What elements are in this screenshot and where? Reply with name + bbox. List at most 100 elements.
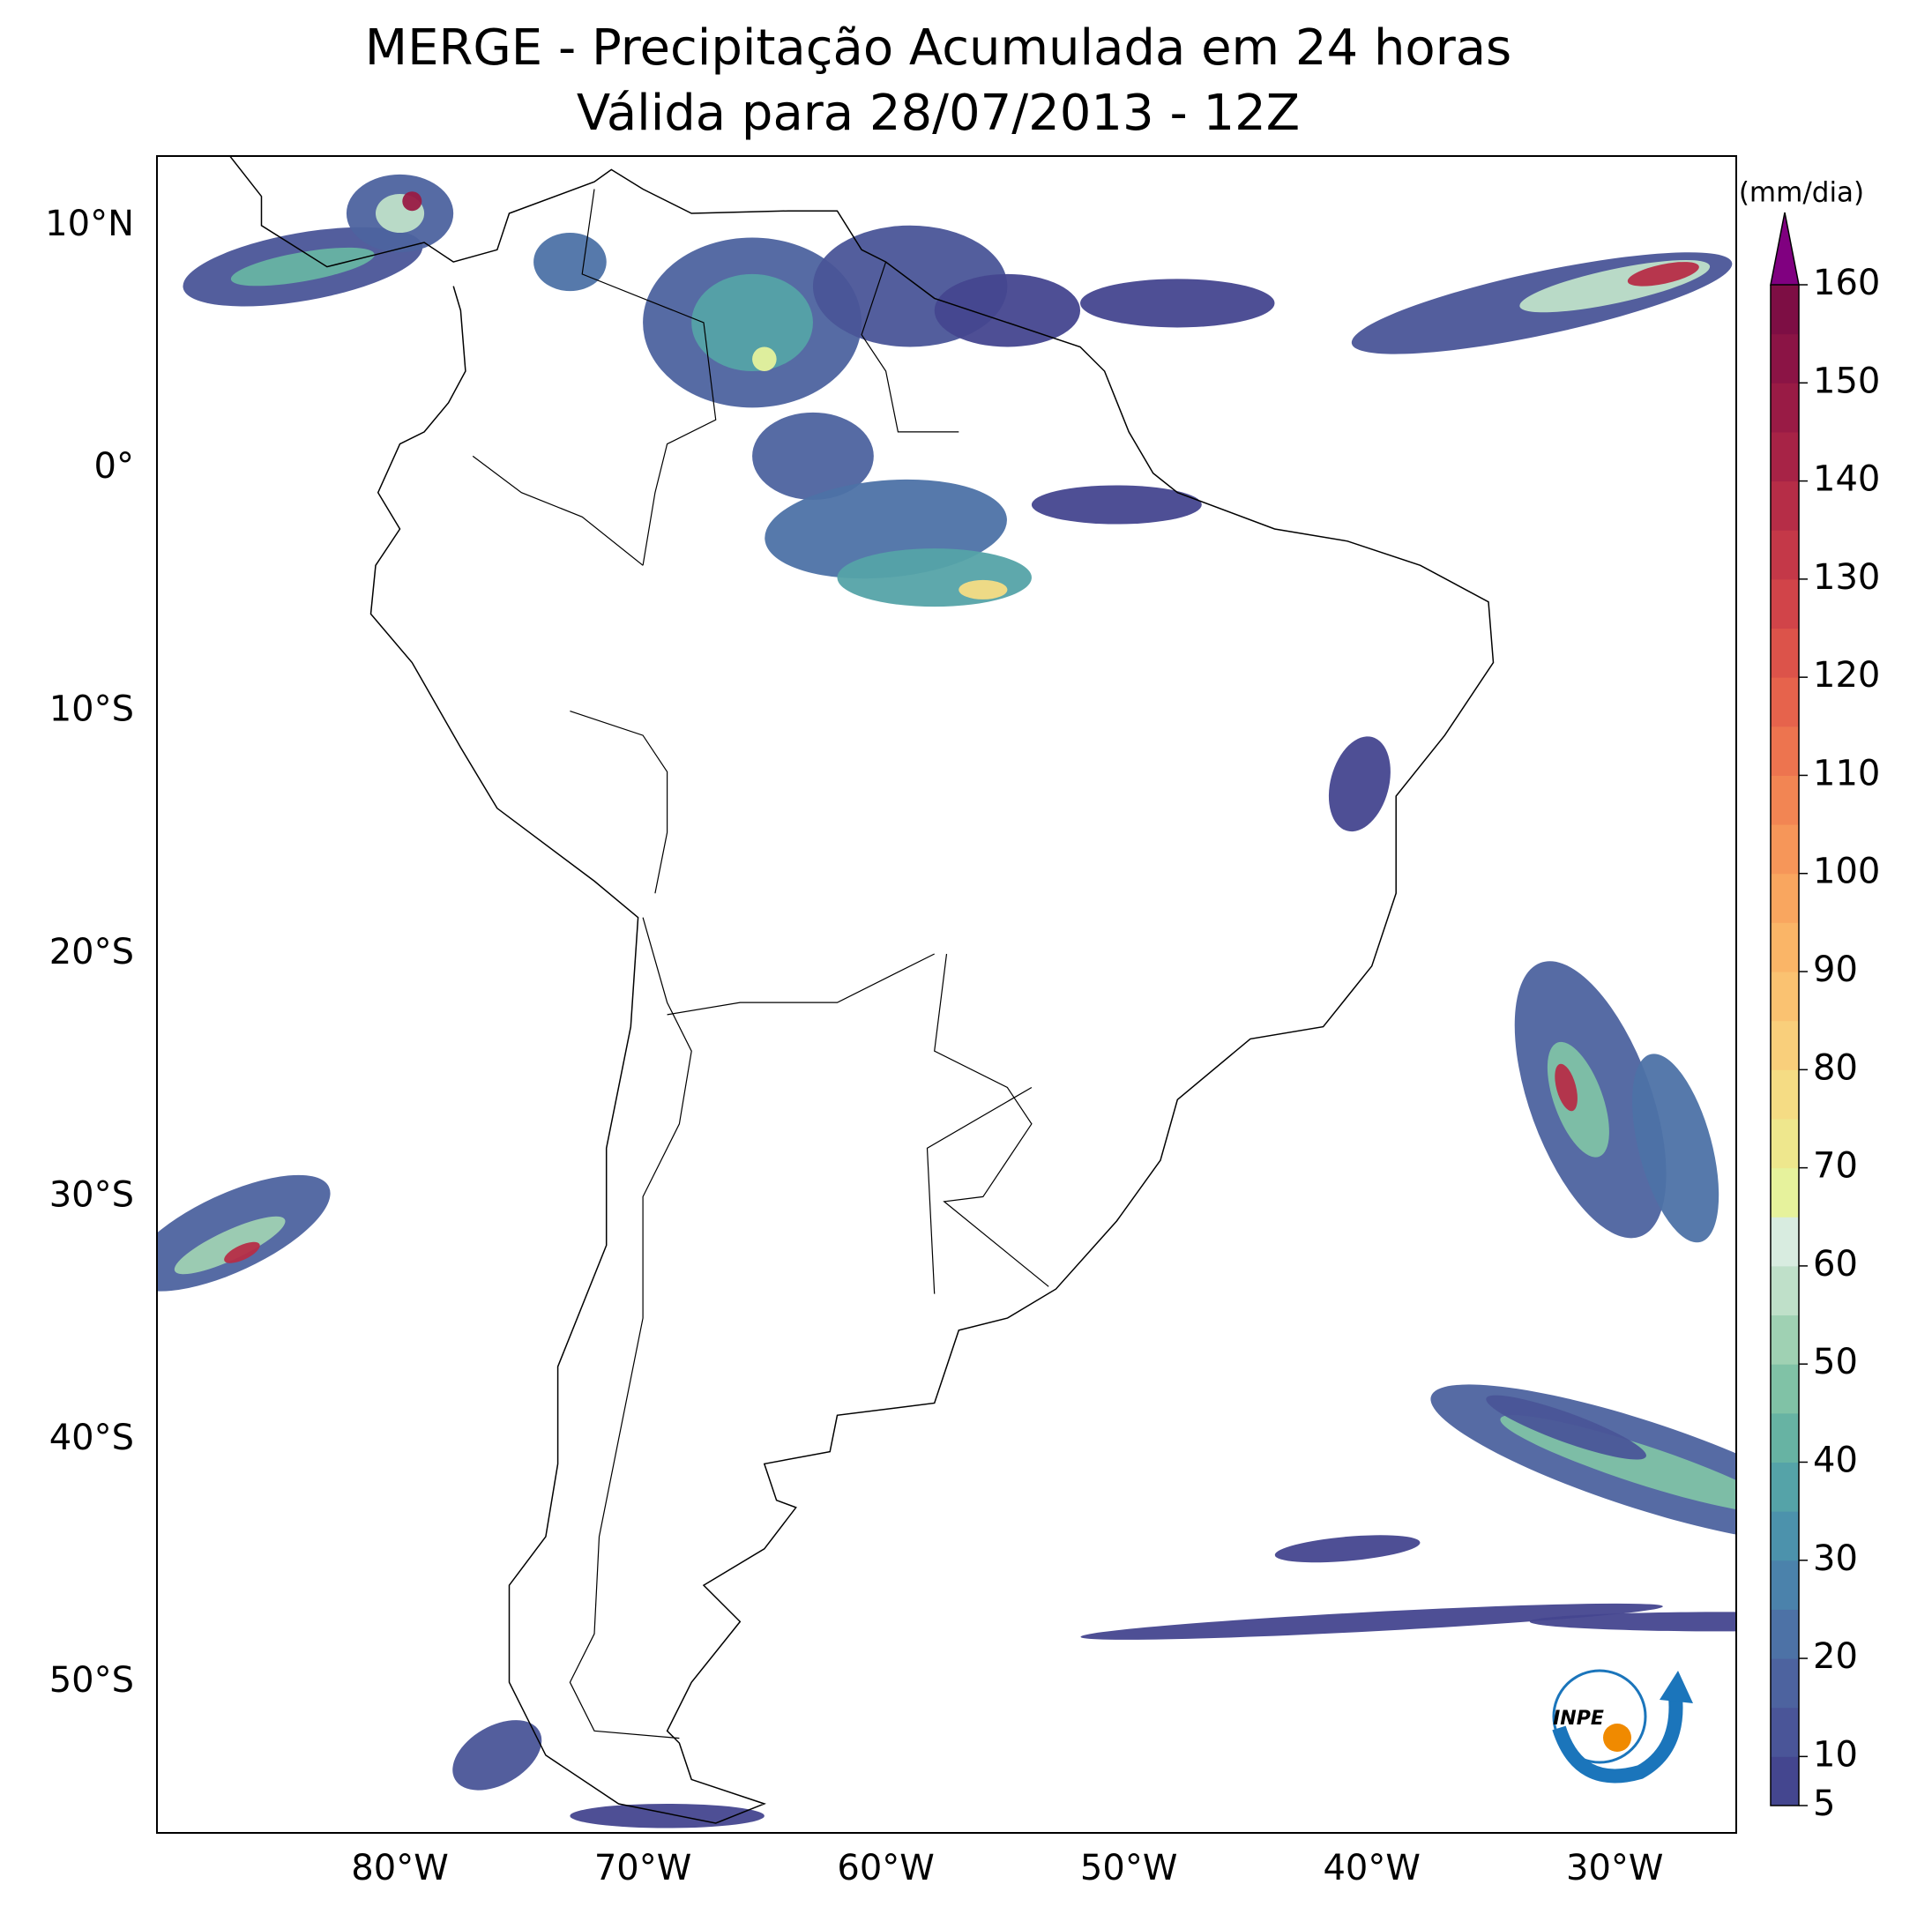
precip-area [1555, 1063, 1578, 1112]
colorbar-band [1771, 1412, 1799, 1463]
colorbar-band [1771, 775, 1799, 825]
colorbar-band [1771, 1364, 1799, 1414]
map-area [157, 156, 1736, 1828]
colorbar-tick-label: 10 [1813, 1734, 1858, 1775]
colorbar-tick-label: 100 [1813, 852, 1880, 892]
colorbar-band [1771, 480, 1799, 531]
border [472, 455, 644, 566]
lat-label: 50°S [49, 1660, 134, 1701]
colorbar-band [1771, 1560, 1799, 1610]
colorbar-tick-label: 160 [1813, 263, 1880, 303]
precip-area [1031, 485, 1202, 525]
precip-area [174, 1216, 286, 1275]
precip-area [1328, 736, 1391, 832]
colorbar-tick-label: 150 [1813, 361, 1880, 401]
border [934, 953, 1049, 1287]
logo-arrowhead [1660, 1671, 1693, 1703]
colorbar-band [1771, 1069, 1799, 1120]
border [667, 953, 935, 1016]
colorbar-band [1771, 824, 1799, 875]
colorbar-tick-label: 5 [1813, 1784, 1835, 1824]
subtitle: Válida para 28/07/2013 - 12Z [577, 85, 1300, 142]
precip-area [1080, 279, 1275, 328]
colorbar-band [1771, 1658, 1799, 1709]
colorbar-tick-label: 40 [1813, 1440, 1858, 1480]
border [581, 189, 717, 566]
colorbar-band [1771, 628, 1799, 678]
lat-label: 10°N [45, 204, 134, 244]
lat-label: 40°S [49, 1418, 134, 1458]
coastline [228, 156, 1495, 1824]
lon-label: 70°W [594, 1848, 691, 1888]
precip-area [1529, 1612, 1736, 1632]
precip-area [1632, 1054, 1719, 1243]
border [570, 711, 668, 894]
colorbar-band [1771, 1314, 1799, 1365]
precip-area [934, 273, 1081, 347]
colorbar-band [1771, 1609, 1799, 1659]
logo-arrow [1552, 1696, 1683, 1784]
precip-area [1627, 262, 1699, 287]
title: MERGE - Precipitação Acumulada em 24 hor… [365, 19, 1511, 77]
logo-text: INPE [1553, 1708, 1604, 1730]
colorbar-band [1771, 285, 1799, 335]
colorbar-outline [1770, 285, 1800, 1806]
lon-label: 80°W [351, 1848, 448, 1888]
precip-area [959, 579, 1008, 600]
colorbar-band [1771, 873, 1799, 923]
colorbar-tick-label: 80 [1813, 1047, 1858, 1088]
colorbar-tick-label: 130 [1813, 557, 1880, 598]
colorbar-tick-label: 50 [1813, 1342, 1858, 1382]
border [569, 917, 692, 1739]
colorbar-extend [1770, 212, 1800, 286]
colorbar-label: (mm/dia) [1739, 177, 1864, 209]
precip-area [570, 1803, 765, 1828]
border [861, 261, 959, 433]
colorbar-band [1771, 1265, 1799, 1316]
logo-ring [1552, 1669, 1647, 1764]
precip-area [837, 548, 1032, 607]
colorbar-tick-label: 60 [1813, 1244, 1858, 1285]
lat-label: 20°S [49, 932, 134, 972]
lat-label: 10°S [49, 689, 134, 730]
border [926, 1086, 1033, 1294]
lon-label: 40°W [1323, 1848, 1420, 1888]
lat-label: 0° [94, 446, 134, 487]
colorbar-band [1771, 1167, 1799, 1218]
precip-area [452, 1720, 542, 1791]
precip-area [691, 273, 813, 372]
colorbar-tick-label: 140 [1813, 459, 1880, 500]
colorbar-tick-label: 30 [1813, 1538, 1858, 1579]
colorbar-tick-label: 70 [1813, 1146, 1858, 1187]
colorbar-band [1771, 677, 1799, 727]
precip-area [230, 247, 375, 287]
precip-area [1274, 1535, 1421, 1563]
precip-area [402, 191, 422, 212]
precip-area [224, 1241, 260, 1263]
colorbar-band [1771, 1020, 1799, 1070]
colorbar-band [1771, 431, 1799, 482]
precip-area [1486, 1395, 1646, 1460]
colorbar-band [1771, 1707, 1799, 1757]
colorbar-tick-label: 110 [1813, 753, 1880, 793]
colorbar-band [1771, 972, 1799, 1022]
colorbar-band [1771, 1756, 1799, 1806]
colorbar-band [1771, 578, 1799, 629]
logo-dot [1603, 1724, 1631, 1752]
colorbar-band [1771, 1217, 1799, 1267]
lat-label: 30°S [49, 1174, 134, 1215]
colorbar-band [1771, 726, 1799, 776]
colorbar-tick-label: 120 [1813, 655, 1880, 696]
colorbar-band [1771, 922, 1799, 972]
colorbar-band [1771, 1118, 1799, 1169]
lon-label: 50°W [1080, 1848, 1177, 1888]
colorbar-band [1771, 1511, 1799, 1561]
colorbar-band [1771, 333, 1799, 384]
colorbar-tick-label: 90 [1813, 950, 1858, 990]
precip-area [533, 233, 607, 292]
colorbar-band [1771, 530, 1799, 580]
precip-area [1080, 1603, 1663, 1640]
precip-area [752, 412, 874, 500]
